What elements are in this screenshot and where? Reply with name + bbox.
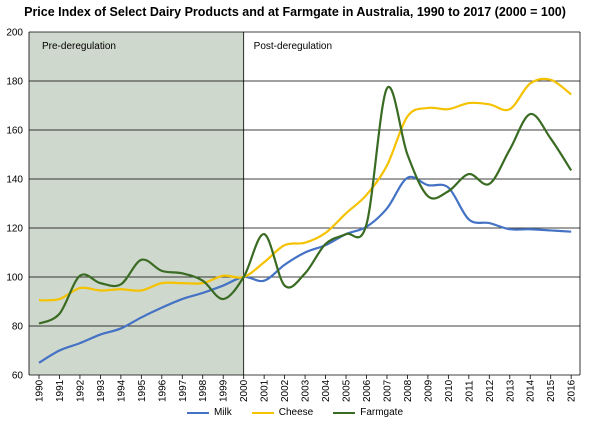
series-line-farmgate	[38, 85, 573, 325]
gridlines	[29, 31, 580, 376]
legend-swatch	[186, 411, 209, 414]
x-tick-label: 2000	[239, 379, 250, 402]
series-line-milk	[38, 175, 572, 364]
x-tick-label: 1990	[35, 379, 46, 402]
y-tick-label: 60	[12, 371, 24, 382]
x-tick-label: 2015	[546, 379, 557, 402]
x-tick-label: 2007	[382, 379, 393, 402]
legend-swatch	[251, 411, 274, 414]
x-tick-label: 1996	[157, 379, 168, 402]
x-tick-label: 2003	[301, 379, 312, 402]
legend-item-cheese: Cheese	[251, 407, 314, 418]
post-deregulation-label: Post-deregulation	[254, 41, 332, 52]
series-line-cheese	[38, 77, 572, 302]
legend-label: Farmgate	[360, 407, 404, 418]
x-tick-label: 2013	[505, 379, 516, 402]
x-tick-label: 2016	[567, 379, 578, 402]
x-tick-label: 1991	[55, 379, 66, 402]
axes	[28, 32, 581, 379]
legend-item-farmgate: Farmgate	[333, 407, 403, 418]
x-tick-label: 2004	[321, 379, 332, 402]
y-tick-label: 120	[6, 224, 23, 235]
y-tick-label: 80	[12, 322, 24, 333]
x-tick-label: 1993	[96, 379, 107, 402]
legend-label: Milk	[213, 407, 232, 418]
x-tick-label: 2011	[464, 380, 475, 402]
x-tick-label: 2009	[423, 379, 434, 402]
y-tick-labels: 60 80 100 120 140 160 180 200	[6, 28, 23, 382]
y-tick-label: 100	[6, 273, 23, 284]
x-tick-label: 2010	[444, 379, 455, 402]
x-tick-label: 2001	[260, 379, 271, 402]
x-tick-label: 1994	[116, 379, 127, 402]
y-tick-label: 200	[6, 28, 23, 39]
legend: Milk Cheese Farmgate	[0, 407, 590, 418]
x-tick-label: 1999	[219, 379, 230, 402]
x-tick-label: 1997	[178, 379, 189, 402]
legend-item-milk: Milk	[186, 407, 232, 418]
x-tick-label: 2005	[342, 379, 353, 402]
x-tick-label: 1998	[198, 379, 209, 402]
chart-title: Price Index of Select Dairy Products and…	[24, 5, 566, 19]
y-tick-label: 180	[6, 77, 23, 88]
x-tick-label: 1995	[137, 379, 148, 402]
legend-swatch	[333, 411, 356, 414]
y-tick-label: 140	[6, 175, 23, 186]
pre-deregulation-shading	[29, 32, 244, 375]
x-tick-labels: 1990 1991 1992 1993 1994 1995 1996 1997 1998 1999…	[35, 379, 578, 402]
pre-deregulation-label: Pre-deregulation	[42, 41, 116, 52]
x-tick-label: 1992	[75, 379, 86, 402]
x-tick-label: 2006	[362, 379, 373, 402]
x-tick-label: 2014	[526, 379, 537, 402]
x-tick-label: 2002	[280, 379, 291, 402]
y-tick-label: 160	[6, 126, 23, 137]
x-tick-label: 2012	[485, 379, 496, 402]
series-layer	[38, 77, 573, 364]
legend-label: Cheese	[278, 407, 314, 418]
x-tick-label: 2008	[403, 379, 414, 402]
